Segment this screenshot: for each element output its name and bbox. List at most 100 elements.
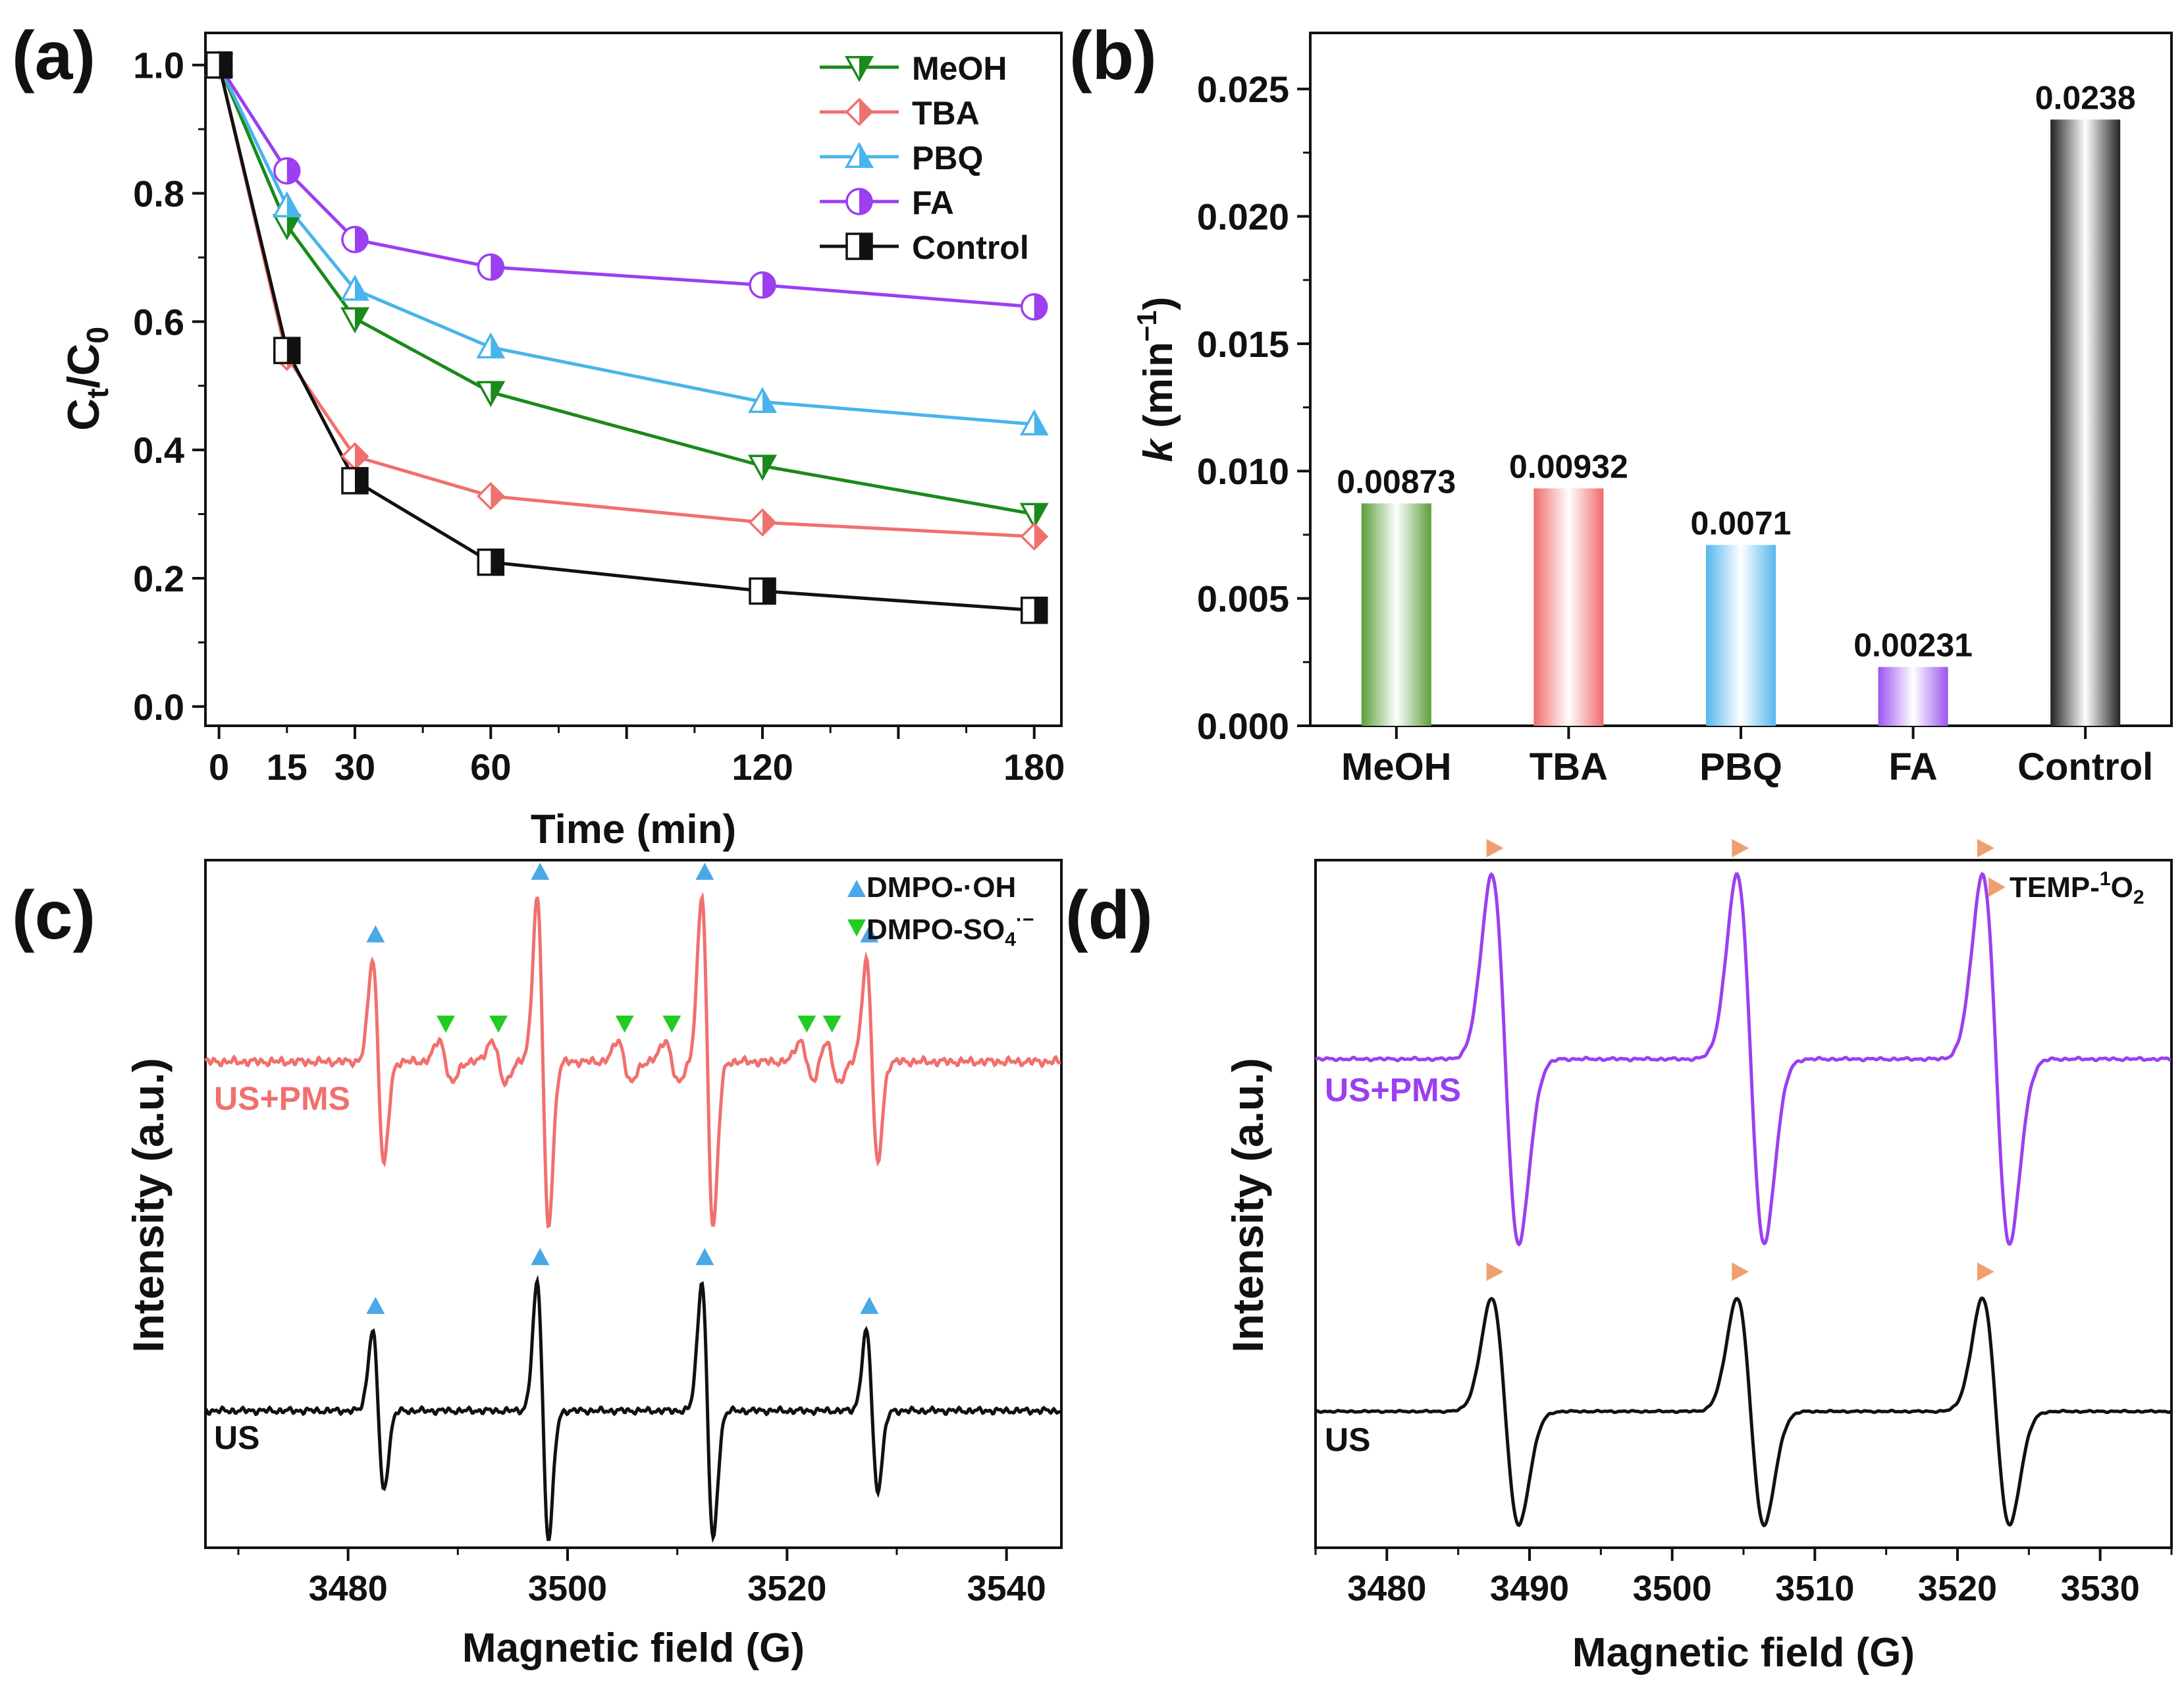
x-tick-label: 180 bbox=[1003, 746, 1065, 788]
temp-peak-marker bbox=[1732, 838, 1749, 858]
panel-a-ticks: 0 15 30 60 120 180 0.0 0.2 0.4 0.6 0.8 1.0 bbox=[133, 45, 1065, 788]
x-tick-label: 3510 bbox=[1775, 1569, 1854, 1608]
panel-c-plot-frame bbox=[204, 859, 1063, 1549]
series-line-meoh bbox=[217, 64, 1035, 516]
point-tba bbox=[1020, 522, 1049, 551]
bar-value-label-fa: 0.00231 bbox=[1853, 627, 1973, 664]
point-pbq bbox=[748, 387, 778, 414]
temp-peak-marker bbox=[1486, 1262, 1504, 1281]
legend-marker-control-fill bbox=[859, 234, 872, 259]
legend-label-pbq: PBQ bbox=[912, 140, 983, 177]
legend-marker-pbq bbox=[845, 142, 874, 168]
point-tba-fill bbox=[1034, 524, 1047, 549]
point-tba-fill bbox=[491, 483, 504, 509]
x-tick-label: 15 bbox=[267, 746, 307, 788]
legend-marker-fa bbox=[845, 188, 873, 215]
legend-temp-marker bbox=[1988, 877, 2006, 897]
y-tick-label: 0.8 bbox=[133, 173, 184, 215]
panel-c-xlabel: Magnetic field (G) bbox=[462, 1625, 805, 1671]
point-control-fill bbox=[219, 52, 232, 78]
point-control bbox=[1020, 596, 1048, 624]
point-control bbox=[205, 51, 233, 79]
point-pbq-fill bbox=[286, 194, 300, 217]
bar-value-label-tba: 0.00932 bbox=[1509, 449, 1628, 485]
panel-a-label: (a) bbox=[12, 18, 95, 94]
point-fa bbox=[1020, 293, 1048, 321]
bar-pbq bbox=[1706, 545, 1776, 726]
so4-peak-marker bbox=[662, 1016, 681, 1033]
y-tick-label: 0.4 bbox=[133, 429, 184, 471]
legend-label-fa: FA bbox=[912, 184, 954, 221]
point-fa-fill bbox=[354, 227, 367, 252]
point-meoh-fill bbox=[1034, 504, 1047, 527]
panel-a-markers bbox=[204, 50, 1049, 624]
legend-label-meoh: MeOH bbox=[912, 50, 1007, 87]
point-pbq-fill bbox=[762, 389, 776, 412]
bar-control bbox=[2050, 119, 2121, 726]
legend-temp-label: TEMP-1O2 bbox=[2010, 868, 2144, 908]
point-control-fill bbox=[1034, 597, 1047, 623]
point-pbq bbox=[476, 332, 506, 359]
point-fa bbox=[749, 271, 776, 299]
temp-peak-marker bbox=[1977, 838, 1994, 858]
point-pbq-fill bbox=[354, 277, 367, 300]
legend-marker-control bbox=[845, 232, 873, 260]
point-tba-fill bbox=[762, 510, 776, 535]
series-line-pbq bbox=[217, 64, 1034, 426]
temp-peak-marker bbox=[1977, 1262, 1994, 1281]
point-pbq bbox=[272, 191, 302, 217]
point-fa bbox=[477, 253, 505, 281]
panel-d-series-label-us: US bbox=[1325, 1421, 1370, 1458]
x-tick-label: 3480 bbox=[309, 1569, 388, 1608]
point-control bbox=[341, 467, 369, 495]
point-fa bbox=[273, 157, 301, 185]
so4-peak-marker bbox=[822, 1016, 841, 1033]
panel-d-plot-frame bbox=[1314, 859, 2173, 1549]
oh-peak-marker bbox=[695, 1247, 714, 1265]
panel-a-series-lines bbox=[217, 64, 1035, 613]
panel-d-peak-markers bbox=[1486, 838, 1994, 1281]
bar-value-label-meoh: 0.00873 bbox=[1337, 463, 1456, 500]
point-pbq bbox=[340, 275, 369, 301]
legend-marker-meoh bbox=[845, 56, 874, 82]
panel-a-xlabel: Time (min) bbox=[531, 807, 736, 852]
panel-b-label: (b) bbox=[1069, 18, 1157, 94]
point-meoh bbox=[1019, 503, 1049, 530]
legend-marker-tba-fill bbox=[859, 99, 872, 124]
oh-peak-marker bbox=[860, 1297, 879, 1315]
point-tba bbox=[748, 508, 777, 537]
legend-so4-marker bbox=[847, 919, 866, 937]
legend-marker-pbq-fill bbox=[859, 144, 872, 167]
point-fa bbox=[341, 225, 369, 254]
x-tick-label-fa: FA bbox=[1889, 746, 1938, 788]
so4-peak-marker bbox=[797, 1016, 816, 1033]
legend-marker-meoh-fill bbox=[859, 57, 872, 80]
y-tick-label: 0.010 bbox=[1197, 450, 1289, 492]
so4-peak-marker bbox=[489, 1016, 508, 1033]
oh-peak-marker bbox=[531, 1247, 550, 1265]
point-fa-fill bbox=[1034, 294, 1047, 319]
legend-marker-tba bbox=[845, 97, 874, 126]
bar-value-label-pbq: 0.0071 bbox=[1691, 504, 1792, 541]
x-tick-label: 120 bbox=[732, 746, 793, 788]
y-tick-label: 0.015 bbox=[1197, 323, 1289, 365]
panel-c-spectra bbox=[204, 892, 1061, 1543]
point-tba-fill bbox=[354, 443, 367, 469]
y-tick-label: 0.000 bbox=[1197, 705, 1289, 747]
bar-fa bbox=[1878, 667, 1948, 726]
x-tick-label-meoh: MeOH bbox=[1341, 746, 1452, 788]
spectrum-us bbox=[204, 1274, 1061, 1543]
point-meoh bbox=[340, 307, 369, 334]
x-tick-label: 30 bbox=[334, 746, 375, 788]
bar-value-label-control: 0.0238 bbox=[2035, 80, 2136, 117]
y-tick-label: 0.025 bbox=[1197, 68, 1289, 110]
panel-c-label: (c) bbox=[12, 877, 95, 954]
panel-c-series-label-us-pms: US+PMS bbox=[214, 1080, 350, 1117]
so4-peak-marker bbox=[615, 1016, 634, 1033]
x-tick-label: 3500 bbox=[1633, 1569, 1712, 1608]
point-pbq bbox=[1019, 409, 1049, 436]
legend-label-tba: TBA bbox=[912, 95, 980, 132]
spectrum-us bbox=[1316, 1296, 2172, 1528]
panel-b-bars: 0.00873 0.00932 0.0071 0.00231 0.0238 bbox=[1337, 80, 2136, 726]
point-meoh-fill bbox=[286, 215, 300, 238]
